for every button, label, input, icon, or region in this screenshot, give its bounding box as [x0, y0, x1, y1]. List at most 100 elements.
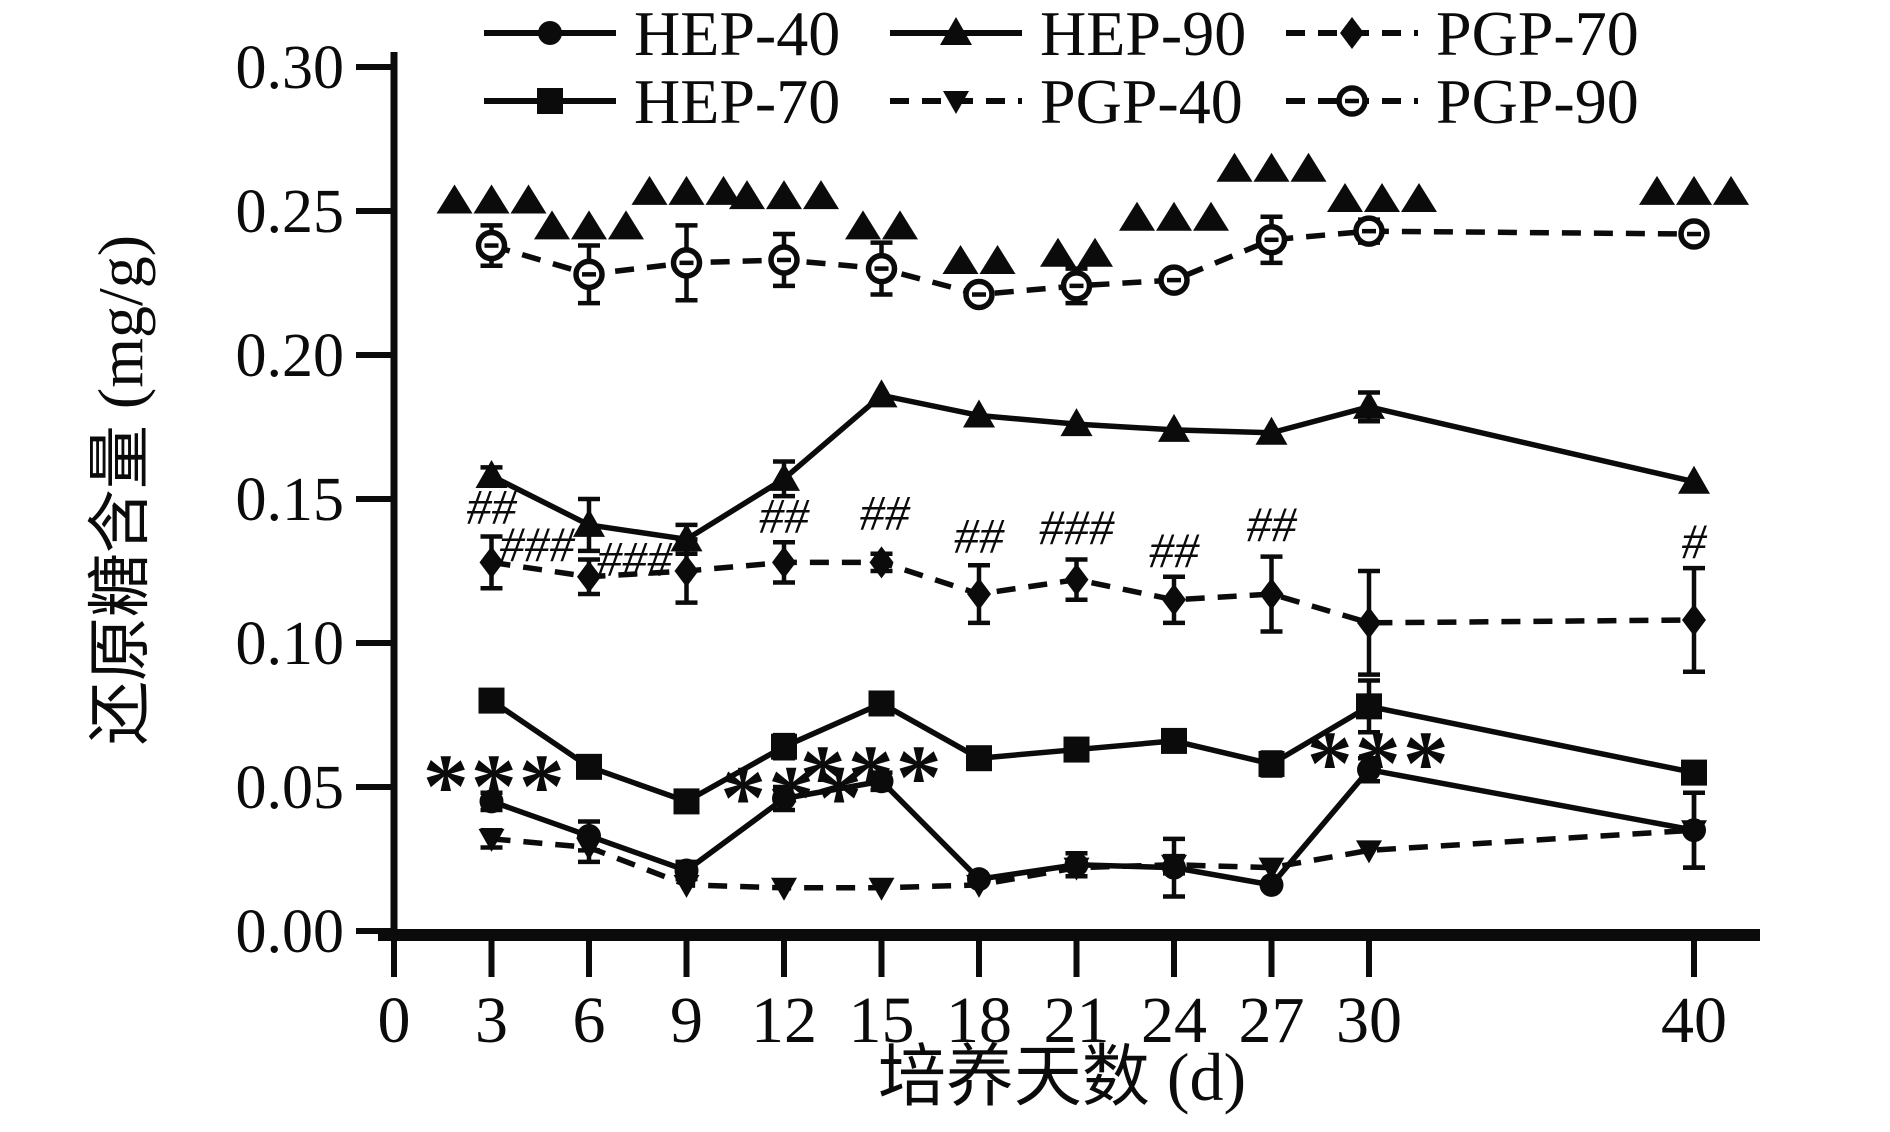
legend-item-PGP-90: PGP-90 — [1286, 66, 1639, 137]
significance-triangles — [1119, 201, 1229, 231]
y-tick-label: 0.30 — [236, 34, 345, 102]
data-point-triangle-up — [475, 459, 508, 488]
significance-triangle — [1216, 152, 1253, 182]
data-point-square — [1161, 727, 1187, 754]
data-point-square — [1258, 750, 1285, 777]
significance-triangle — [729, 180, 765, 210]
significance-triangle — [1639, 175, 1675, 205]
data-point-triangle-up — [1158, 413, 1190, 442]
axes: 0.00 0.05 0.10 0.15 0.20 0.25 0.30 0 3 6 9 12 15 18 21… — [85, 34, 1760, 1115]
data-point-triangle-down — [576, 837, 602, 861]
significance-triangle — [1676, 175, 1712, 205]
data-point-diamond — [1162, 583, 1186, 616]
significance-stars: *** — [800, 726, 944, 828]
x-tick-label: 24 — [1141, 984, 1207, 1057]
data-point-square — [673, 788, 700, 815]
x-tick-label: 30 — [1336, 984, 1402, 1057]
x-tick-label: 3 — [475, 984, 508, 1057]
x-axis-title: 培养天数 (d) — [878, 1039, 1246, 1115]
data-point-square — [868, 690, 895, 717]
significance-hash: ### — [1039, 499, 1115, 555]
significance-triangle — [1713, 175, 1749, 205]
significance-hash: # — [1682, 513, 1708, 569]
legend-item-HEP-90: HEP-90 — [890, 0, 1246, 69]
legend-item-HEP-70: HEP-70 — [484, 66, 840, 137]
significance-hash: ## — [1149, 522, 1200, 578]
data-point-triangle-down — [478, 828, 505, 852]
x-tick-label: 27 — [1239, 984, 1305, 1057]
significance-triangle — [845, 210, 881, 240]
data-point-square — [771, 733, 797, 760]
legend-label: PGP-90 — [1436, 66, 1639, 137]
data-point-square — [537, 88, 563, 114]
data-point-circle — [1357, 757, 1381, 782]
x-tick-label: 9 — [670, 984, 703, 1057]
significance-triangle — [1119, 201, 1155, 231]
significance-triangle — [1193, 201, 1229, 231]
data-point-diamond — [1357, 606, 1381, 639]
significance-hash: ## — [759, 487, 810, 543]
data-point-diamond — [1340, 17, 1364, 49]
significance-stars: *** — [1307, 712, 1451, 814]
significance-triangle — [1290, 152, 1327, 182]
significance-hash: ### — [597, 530, 673, 586]
data-point-diamond — [869, 546, 894, 579]
data-point-square — [478, 687, 505, 714]
significance-triangle — [705, 175, 742, 205]
data-point-triangle-up — [768, 462, 800, 491]
legend-label: HEP-90 — [1040, 0, 1246, 69]
data-point-square — [1356, 693, 1382, 720]
x-tick-label: 40 — [1661, 984, 1727, 1057]
data-point-diamond — [479, 546, 504, 579]
significance-triangle — [1401, 183, 1437, 213]
data-point-circle — [869, 769, 894, 794]
data-point-triangle-up — [865, 379, 898, 408]
data-point-triangle-down — [771, 877, 797, 901]
data-point-circle — [479, 789, 504, 814]
significance-triangle — [571, 210, 607, 240]
data-point-diamond — [577, 560, 601, 593]
significance-stars: *** — [423, 735, 567, 837]
significance-triangle — [979, 244, 1016, 274]
significance-triangle — [473, 184, 510, 214]
data-point-triangle-up — [963, 399, 995, 428]
data-point-triangle-down — [673, 874, 700, 898]
significance-triangle — [534, 210, 570, 240]
significance-triangles — [1216, 152, 1327, 182]
data-point-triangle-up — [1060, 408, 1093, 437]
significance-stars: *** — [720, 746, 864, 848]
data-point-triangle-down — [966, 874, 992, 898]
y-tick-label: 0.00 — [236, 898, 345, 966]
significance-triangle — [1077, 237, 1113, 267]
series-PGP-40 — [478, 790, 1707, 901]
data-point-square — [1681, 759, 1707, 786]
significance-triangle — [1327, 183, 1363, 213]
significance-triangles — [1040, 237, 1113, 267]
series-PGP-90 — [475, 214, 1710, 311]
series-HEP-90 — [475, 379, 1710, 556]
significance-triangle — [631, 175, 668, 205]
x-tick-label: 6 — [573, 984, 606, 1057]
significance-triangle — [1364, 183, 1400, 213]
x-tick-label: 21 — [1044, 984, 1110, 1057]
y-tick-label: 0.15 — [236, 466, 345, 534]
x-tick-label: 0 — [378, 984, 411, 1057]
x-tick-label: 12 — [751, 984, 817, 1057]
data-point-square — [966, 745, 992, 772]
series-PGP-70 — [479, 534, 1706, 677]
y-tick-label: 0.20 — [236, 322, 345, 390]
significance-triangles — [845, 210, 918, 240]
significance-triangles — [534, 210, 644, 240]
x-tick-label: 15 — [849, 984, 915, 1057]
significance-hash: ### — [500, 516, 576, 572]
data-point-diamond — [1259, 578, 1284, 611]
legend-label: HEP-40 — [634, 0, 840, 69]
legend: HEP-40 HEP-90 PGP-70 HEP-70 PGP-40 PGP-90 — [484, 0, 1639, 137]
significance-hash: ## — [1247, 496, 1298, 552]
data-point-triangle-up — [1678, 465, 1710, 494]
data-point-diamond — [674, 555, 699, 587]
data-point-triangle-up — [1255, 416, 1288, 445]
data-point-triangle-down — [943, 91, 969, 114]
